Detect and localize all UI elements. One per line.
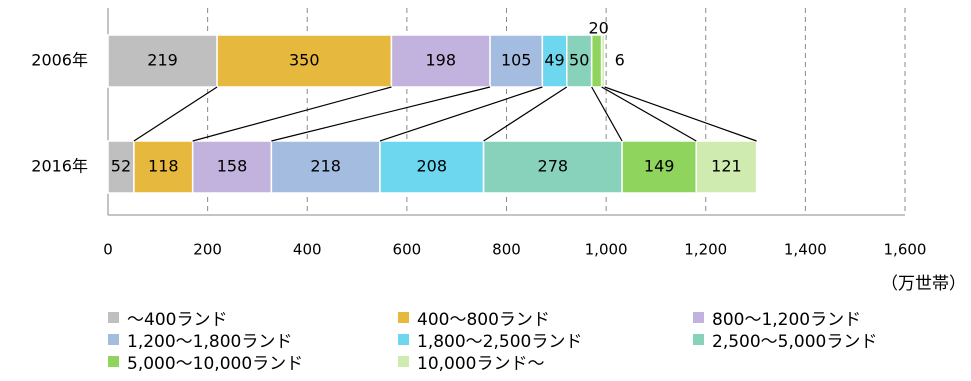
data-label: 20	[588, 19, 608, 38]
bar-segment	[390, 34, 491, 88]
connector-line	[591, 86, 623, 142]
legend-swatch	[693, 334, 704, 345]
legend-swatch	[398, 356, 409, 367]
connector-line	[271, 86, 491, 142]
connector-line	[379, 86, 543, 142]
x-tick-label: 400	[293, 241, 322, 259]
legend-label: ～400ランド	[127, 310, 228, 330]
x-tick-label: 600	[393, 241, 422, 259]
bar-segment	[695, 140, 758, 194]
legend-swatch	[108, 334, 119, 345]
connector-line	[483, 86, 568, 142]
data-label: 118	[148, 157, 179, 176]
legend-label: 400～800ランド	[417, 310, 550, 330]
bar-segment	[621, 140, 698, 194]
bar-segment	[379, 140, 485, 194]
data-label: 52	[111, 157, 131, 176]
data-label: 218	[310, 157, 341, 176]
x-tick-label: 1,000	[585, 241, 628, 259]
category-label: 2016年	[31, 157, 88, 176]
connector-line	[133, 86, 218, 142]
data-label: 49	[544, 51, 564, 70]
legend-label: 800～1,200ランド	[712, 310, 862, 330]
legend-swatch	[398, 312, 409, 323]
x-tick-label: 800	[492, 241, 521, 259]
bar-segment	[482, 140, 623, 194]
bar-segment	[489, 34, 544, 88]
bar-segment	[541, 34, 568, 88]
legend-item: 5,000～10,000ランド	[108, 349, 303, 374]
bar-segment	[107, 34, 218, 88]
bar-segment	[600, 34, 606, 88]
legend-swatch	[398, 334, 409, 345]
x-tick-label: 200	[193, 241, 222, 259]
unit-label: （万世帯）	[881, 274, 966, 294]
legend-item: 2,500～5,000ランド	[693, 327, 877, 352]
bar-segment	[216, 34, 393, 88]
x-tick-label: 1,400	[784, 241, 827, 259]
legend-item: ～400ランド	[108, 305, 227, 330]
legend-item: 400～800ランド	[398, 305, 550, 330]
data-label: 149	[644, 157, 675, 176]
legend-label: 1,200～1,800ランド	[127, 332, 293, 352]
legend-label: 2,500～5,000ランド	[712, 332, 878, 352]
legend-swatch	[108, 356, 119, 367]
data-label: 158	[217, 157, 248, 176]
bar-segment	[590, 34, 603, 88]
connector-line	[604, 86, 757, 142]
data-label: 219	[147, 51, 178, 70]
data-label: 6	[615, 51, 625, 70]
category-label: 2006年	[31, 51, 88, 70]
stacked-bar-chart: 0 200 400 600 800 1,000 1,200 1,400 1,600 （万世帯） 20…	[31, 8, 966, 294]
data-label: 105	[501, 51, 532, 70]
legend-item: 800～1,200ランド	[693, 305, 861, 330]
legend-swatch	[108, 312, 119, 323]
legend-label: 1,800～2,500ランド	[417, 332, 583, 352]
bar-segment	[191, 140, 273, 194]
data-label: 208	[417, 157, 448, 176]
data-label: 121	[711, 157, 742, 176]
legend-label: 5,000～10,000ランド	[127, 354, 304, 374]
data-label: 50	[569, 51, 589, 70]
x-tick-label: 1,600	[884, 241, 927, 259]
bar-segment	[133, 140, 194, 194]
legend-item: 1,800～2,500ランド	[398, 327, 582, 352]
data-label: 278	[538, 157, 569, 176]
connector-line	[601, 86, 697, 142]
data-label: 198	[425, 51, 456, 70]
x-tick-label: 1,200	[684, 241, 727, 259]
legend-item: 10,000ランド～	[398, 349, 544, 374]
connector-line	[192, 86, 392, 142]
data-label: 350	[289, 51, 320, 70]
legend-swatch	[693, 312, 704, 323]
legend-item: 1,200～1,800ランド	[108, 327, 292, 352]
bar-segment	[107, 140, 135, 194]
x-tick-label: 0	[103, 241, 113, 259]
bar-segment	[270, 140, 381, 194]
legend-label: 10,000ランド～	[417, 354, 545, 374]
